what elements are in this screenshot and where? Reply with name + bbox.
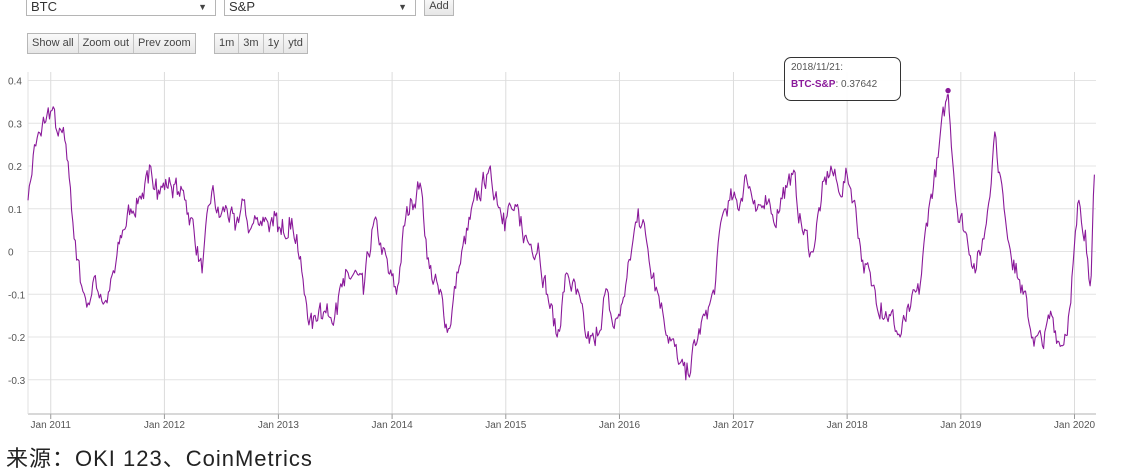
range-1m-button[interactable]: 1m — [215, 34, 240, 53]
asset-b-select[interactable]: S&P ▼ — [224, 0, 416, 16]
x-tick-label: Jan 2015 — [485, 420, 527, 431]
x-tick-label: Jan 2019 — [940, 420, 982, 431]
y-tick-label: 0.3 — [8, 119, 22, 130]
y-tick-label: -0.1 — [8, 290, 26, 301]
range-3m-button[interactable]: 3m — [239, 34, 264, 53]
series-line-btc-sp — [27, 90, 1095, 381]
asset-a-select[interactable]: BTC ▼ — [26, 0, 216, 16]
tooltip-series: BTC-S&P — [791, 79, 836, 90]
x-tick-label: Jan 2011 — [31, 420, 72, 431]
asset-b-value: S&P — [229, 0, 256, 14]
x-tick-label: Jan 2017 — [713, 420, 755, 431]
x-tick-label: Jan 2020 — [1054, 420, 1096, 431]
range-controls: 1m 3m 1y ytd — [214, 33, 308, 54]
highlight-point — [944, 86, 952, 95]
tooltip-value: : 0.37642 — [835, 79, 878, 90]
y-tick-label: 0.1 — [8, 205, 22, 216]
chevron-down-icon: ▼ — [398, 2, 407, 12]
y-tick-label: 0.2 — [8, 162, 22, 173]
y-tick-label: 0.4 — [8, 77, 22, 88]
zoom-controls: Show all Zoom out Prev zoom — [27, 33, 196, 54]
zoom-out-button[interactable]: Zoom out — [79, 34, 135, 53]
source-caption: 来源：OKI 123、CoinMetrics — [6, 446, 313, 471]
chart-tooltip: 2018/11/21: BTC-S&P: 0.37642 — [784, 57, 901, 101]
asset-a-value: BTC — [31, 0, 57, 14]
tooltip-date: 2018/11/21: — [791, 62, 844, 73]
x-tick-label: Jan 2013 — [258, 420, 300, 431]
y-tick-label: 0 — [8, 248, 14, 259]
chevron-down-icon: ▼ — [198, 2, 207, 12]
y-tick-label: -0.2 — [8, 333, 26, 344]
correlation-chart[interactable]: 0.4 0.3 0.2 0.1 0 -0.1 -0.2 -0.3 Jan 2011 Jan 201… — [0, 0, 1122, 456]
x-tick-label: Jan 2012 — [144, 420, 186, 431]
x-tick-label: Jan 2016 — [599, 420, 641, 431]
show-all-button[interactable]: Show all — [28, 34, 79, 53]
x-tick-label: Jan 2014 — [372, 420, 414, 431]
range-ytd-button[interactable]: ytd — [288, 37, 303, 49]
x-tick-label: Jan 2018 — [827, 420, 869, 431]
y-tick-label: -0.3 — [8, 376, 26, 387]
range-1y-button[interactable]: 1y — [264, 34, 285, 53]
prev-zoom-button[interactable]: Prev zoom — [138, 37, 191, 49]
add-button[interactable]: Add — [424, 0, 454, 16]
